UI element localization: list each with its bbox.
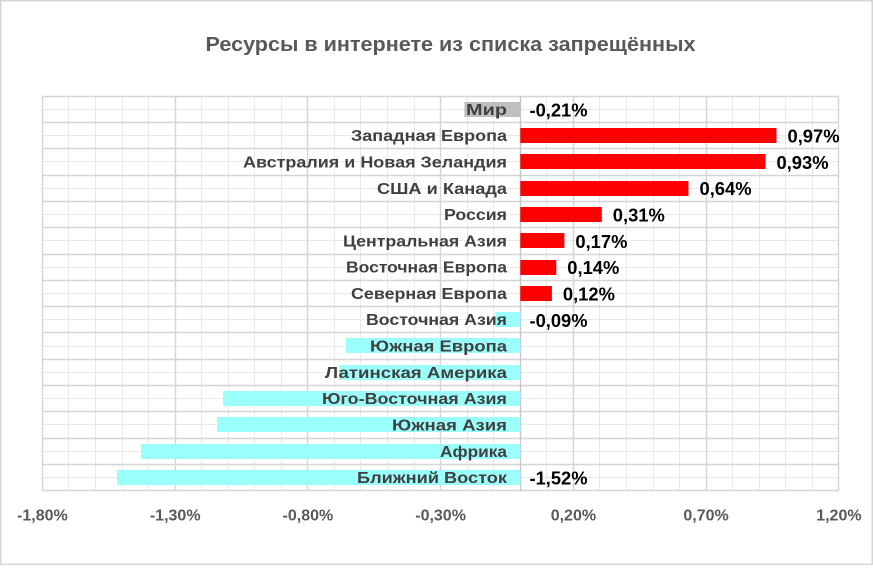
svg-text:0,17%: 0,17% — [575, 231, 627, 252]
svg-text:Ресурсы в интернете из списка: Ресурсы в интернете из списка запрещённы… — [206, 33, 697, 56]
svg-text:Ближний Восток: Ближний Восток — [357, 470, 508, 487]
svg-text:-0,80%: -0,80% — [283, 508, 334, 525]
svg-text:0,97%: 0,97% — [788, 126, 840, 147]
svg-text:0,12%: 0,12% — [563, 283, 615, 304]
svg-text:Россия: Россия — [444, 207, 507, 224]
svg-text:Северная Европа: Северная Европа — [351, 286, 507, 303]
svg-text:Юго-Восточная Азия: Юго-Восточная Азия — [322, 391, 507, 408]
svg-text:0,93%: 0,93% — [777, 152, 829, 173]
svg-text:Восточная Европа: Восточная Европа — [346, 260, 507, 277]
svg-text:-1,52%: -1,52% — [530, 468, 588, 489]
svg-text:-0,21%: -0,21% — [530, 99, 588, 120]
svg-text:США и Канада: США и Канада — [377, 181, 507, 198]
svg-text:Центральная Азия: Центральная Азия — [343, 233, 507, 250]
svg-text:Латинская Америка: Латинская Америка — [325, 365, 507, 382]
svg-text:1,20%: 1,20% — [816, 508, 861, 525]
svg-text:Африка: Африка — [440, 444, 507, 461]
svg-text:Южная Европа: Южная Европа — [370, 339, 507, 356]
svg-text:0,64%: 0,64% — [700, 178, 752, 199]
svg-text:-0,09%: -0,09% — [530, 310, 588, 331]
svg-text:Мир: Мир — [466, 102, 507, 119]
svg-text:Западная Европа: Западная Европа — [351, 128, 507, 145]
svg-text:-0,30%: -0,30% — [415, 508, 466, 525]
svg-text:0,14%: 0,14% — [567, 257, 619, 278]
svg-text:Австралия и Новая Зеландия: Австралия и Новая Зеландия — [243, 154, 507, 171]
svg-text:0,70%: 0,70% — [683, 508, 728, 525]
svg-text:-1,30%: -1,30% — [150, 508, 201, 525]
svg-text:0,20%: 0,20% — [551, 508, 596, 525]
svg-text:Южная Азия: Южная Азия — [392, 417, 507, 434]
svg-text:-1,80%: -1,80% — [17, 508, 68, 525]
svg-text:0,31%: 0,31% — [613, 205, 665, 226]
svg-text:Восточная Азия: Восточная Азия — [366, 312, 507, 329]
